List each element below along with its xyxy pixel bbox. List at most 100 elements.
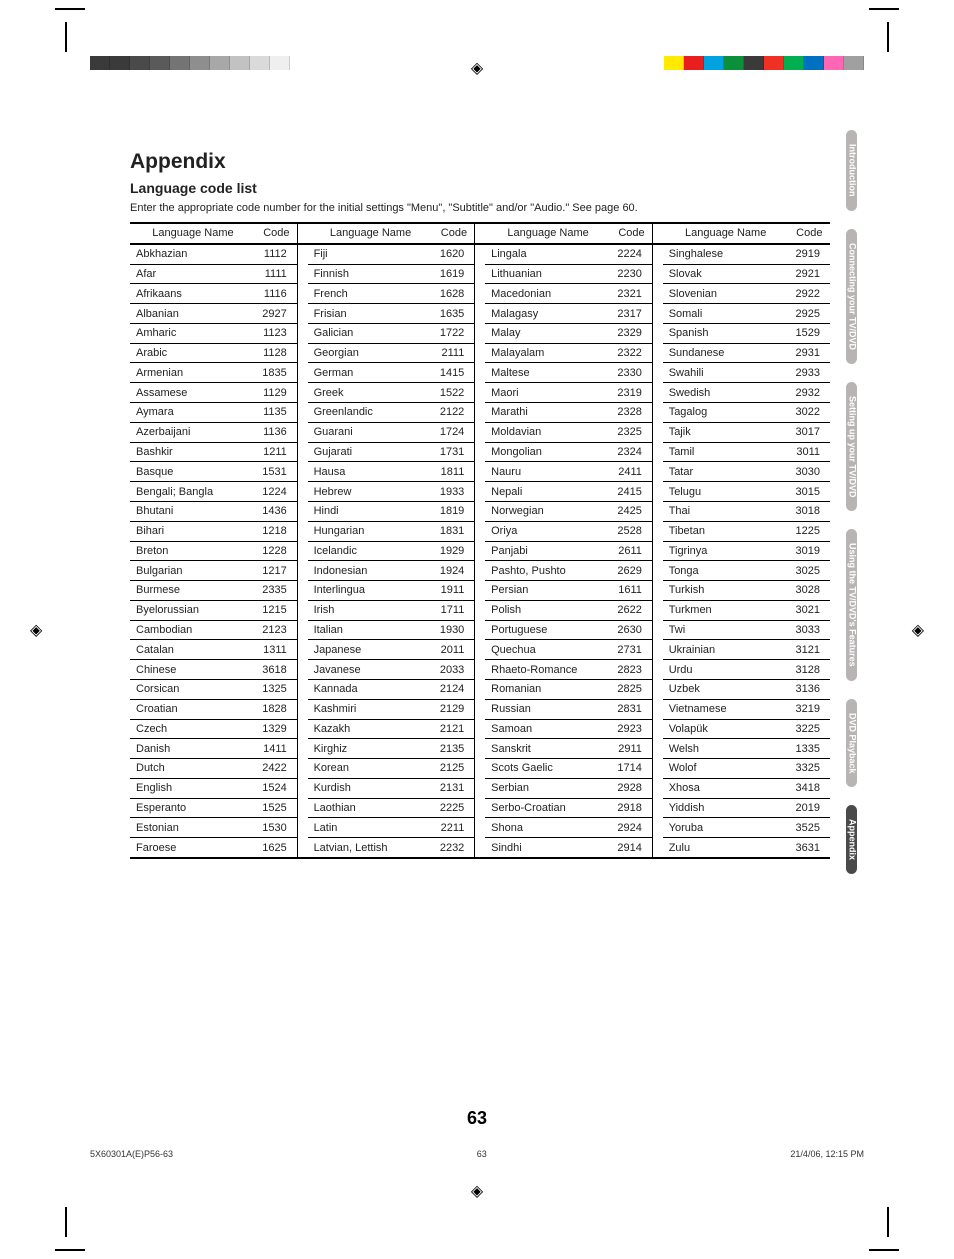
- language-name: Slovenian: [663, 284, 789, 304]
- language-code: 2111: [434, 343, 475, 363]
- language-name: Galician: [308, 323, 434, 343]
- col-header-code: Code: [789, 223, 830, 244]
- page-subheading: Language code list: [130, 180, 830, 196]
- language-name: Bengali; Bangla: [130, 482, 256, 502]
- language-code: 1111: [256, 264, 297, 284]
- language-code: 1722: [434, 323, 475, 343]
- language-name: Vietnamese: [663, 699, 789, 719]
- page-heading: Appendix: [130, 150, 830, 174]
- language-code: 2925: [789, 304, 830, 324]
- language-name: Shona: [485, 818, 611, 838]
- language-code: 2329: [611, 323, 652, 343]
- language-name: Spanish: [663, 323, 789, 343]
- language-code: 1711: [434, 600, 475, 620]
- language-name: Estonian: [130, 818, 256, 838]
- language-name: Rhaeto-Romance: [485, 660, 611, 680]
- language-name: Kurdish: [308, 778, 434, 798]
- language-code: 2415: [611, 482, 652, 502]
- language-code: 1714: [611, 759, 652, 779]
- language-name: Albanian: [130, 304, 256, 324]
- language-name: Serbian: [485, 778, 611, 798]
- language-name: Turkmen: [663, 600, 789, 620]
- side-tab: DVD Playback: [846, 699, 857, 788]
- language-code: 2931: [789, 343, 830, 363]
- language-name: Chinese: [130, 660, 256, 680]
- language-code: 1811: [434, 462, 475, 482]
- language-code: 3011: [789, 442, 830, 462]
- language-code: 1611: [611, 581, 652, 601]
- language-name: Lithuanian: [485, 264, 611, 284]
- col-header-name: Language Name: [663, 223, 789, 244]
- language-code: 3325: [789, 759, 830, 779]
- language-code: 1129: [256, 383, 297, 403]
- language-name: Hebrew: [308, 482, 434, 502]
- language-name: Telugu: [663, 482, 789, 502]
- language-name: Tonga: [663, 561, 789, 581]
- col-header-name: Language Name: [485, 223, 611, 244]
- language-name: Greek: [308, 383, 434, 403]
- language-name: Bulgarian: [130, 561, 256, 581]
- language-name: Interlingua: [308, 581, 434, 601]
- language-code: 2330: [611, 363, 652, 383]
- language-name: Gujarati: [308, 442, 434, 462]
- language-name: Samoan: [485, 719, 611, 739]
- language-code: 2225: [434, 798, 475, 818]
- language-name: Indonesian: [308, 561, 434, 581]
- language-name: Xhosa: [663, 778, 789, 798]
- language-name: Dutch: [130, 759, 256, 779]
- language-code: 1128: [256, 343, 297, 363]
- language-name: Tamil: [663, 442, 789, 462]
- language-code: 1524: [256, 778, 297, 798]
- language-name: Urdu: [663, 660, 789, 680]
- registration-mark-icon: ◈: [912, 620, 924, 640]
- language-code: 1731: [434, 442, 475, 462]
- language-code: 1635: [434, 304, 475, 324]
- language-code-table: Language Name Code Language Name Code La…: [130, 222, 830, 859]
- language-code: 2124: [434, 679, 475, 699]
- language-code: 2224: [611, 244, 652, 264]
- language-name: Mongolian: [485, 442, 611, 462]
- language-code: 1930: [434, 620, 475, 640]
- language-name: Oriya: [485, 521, 611, 541]
- language-code: 1136: [256, 422, 297, 442]
- language-code: 3015: [789, 482, 830, 502]
- language-name: Cambodian: [130, 620, 256, 640]
- language-code: 1112: [256, 244, 297, 264]
- language-code: 2629: [611, 561, 652, 581]
- language-name: Italian: [308, 620, 434, 640]
- language-name: Volapük: [663, 719, 789, 739]
- language-name: Macedonian: [485, 284, 611, 304]
- language-code: 2422: [256, 759, 297, 779]
- language-name: Kirghiz: [308, 739, 434, 759]
- language-code: 1228: [256, 541, 297, 561]
- language-code: 3028: [789, 581, 830, 601]
- language-name: Croatian: [130, 699, 256, 719]
- language-code: 2211: [434, 818, 475, 838]
- language-name: Afrikaans: [130, 284, 256, 304]
- language-code: 1329: [256, 719, 297, 739]
- col-header-name: Language Name: [308, 223, 434, 244]
- language-code: 1828: [256, 699, 297, 719]
- language-code: 2317: [611, 304, 652, 324]
- language-name: Yiddish: [663, 798, 789, 818]
- language-name: Armenian: [130, 363, 256, 383]
- language-name: Fiji: [308, 244, 434, 264]
- language-name: Hungarian: [308, 521, 434, 541]
- language-code: 3136: [789, 679, 830, 699]
- language-name: Slovak: [663, 264, 789, 284]
- language-code: 2528: [611, 521, 652, 541]
- language-name: Tagalog: [663, 403, 789, 423]
- language-name: Kazakh: [308, 719, 434, 739]
- language-code: 2919: [789, 244, 830, 264]
- language-code: 3219: [789, 699, 830, 719]
- language-name: Sanskrit: [485, 739, 611, 759]
- language-name: Basque: [130, 462, 256, 482]
- language-name: Panjabi: [485, 541, 611, 561]
- language-code: 1835: [256, 363, 297, 383]
- language-code: 2019: [789, 798, 830, 818]
- language-name: Arabic: [130, 343, 256, 363]
- footer-filename: 5X60301A(E)P56-63: [90, 1149, 173, 1159]
- footer-timestamp: 21/4/06, 12:15 PM: [790, 1149, 864, 1159]
- language-name: Hindi: [308, 501, 434, 521]
- language-name: Bihari: [130, 521, 256, 541]
